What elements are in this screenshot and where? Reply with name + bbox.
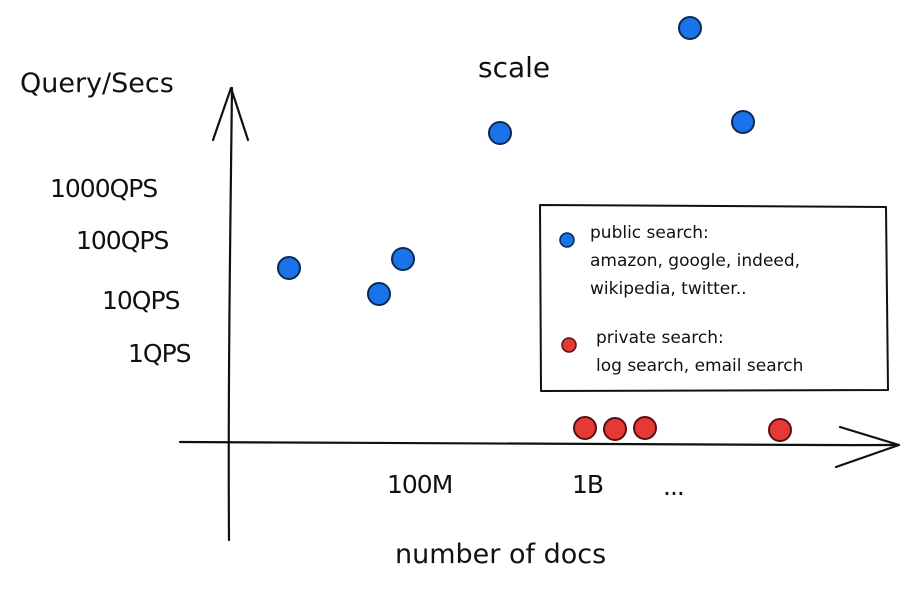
legend-private-line: log search, email search xyxy=(596,356,803,376)
private-search-point xyxy=(768,418,792,442)
public-search-point xyxy=(731,110,755,134)
public-search-point xyxy=(367,282,391,306)
x-axis-line xyxy=(178,440,900,447)
private-search-point xyxy=(633,416,657,440)
y-tick-label: 100QPS xyxy=(76,226,168,255)
y-tick-label: 1QPS xyxy=(128,339,191,368)
legend-box xyxy=(539,204,889,392)
chart-title: scale xyxy=(478,51,550,84)
x-axis-arrowhead xyxy=(834,425,901,469)
legend-public-line: wikipedia, twitter.. xyxy=(590,279,747,299)
x-tick-label: ... xyxy=(663,472,684,501)
legend-public-line: amazon, google, indeed, xyxy=(590,251,800,271)
y-tick-label: 10QPS xyxy=(102,286,180,315)
public-search-point xyxy=(391,247,415,271)
y-axis-label: Query/Secs xyxy=(20,68,174,99)
public-search-point xyxy=(488,121,512,145)
y-axis-arrowhead xyxy=(211,86,250,142)
legend-public-line: public search: xyxy=(590,223,709,243)
legend-private-line: private search: xyxy=(596,328,724,348)
legend-marker-private xyxy=(561,337,577,353)
public-search-point xyxy=(277,256,301,280)
x-tick-label: 100M xyxy=(387,470,452,499)
x-tick-label: 1B xyxy=(572,470,603,499)
data-points xyxy=(277,16,792,442)
x-axis-label: number of docs xyxy=(395,539,606,570)
y-axis-line xyxy=(227,86,234,542)
public-search-point xyxy=(678,16,702,40)
legend-marker-public xyxy=(559,232,575,248)
private-search-point xyxy=(573,416,597,440)
y-tick-label: 1000QPS xyxy=(50,174,157,203)
private-search-point xyxy=(603,417,627,441)
